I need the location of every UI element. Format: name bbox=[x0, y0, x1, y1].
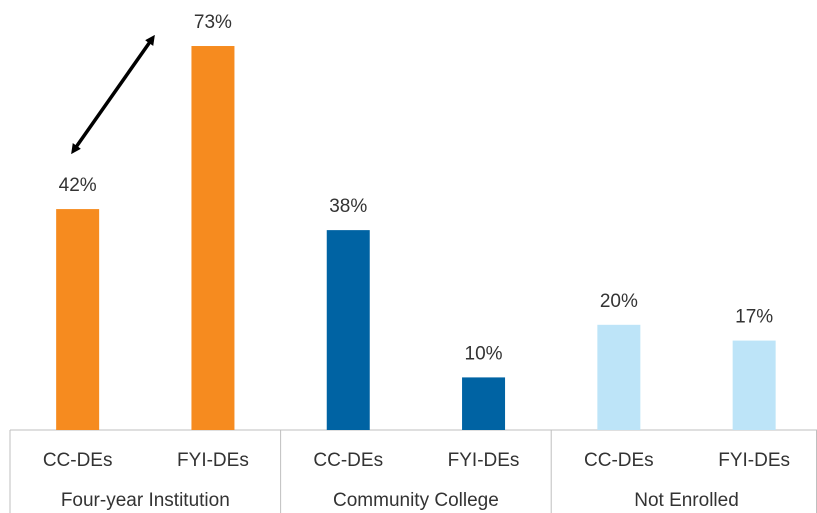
x-tick-label: FYI-DEs bbox=[718, 450, 790, 471]
data-label: 38% bbox=[329, 196, 367, 217]
group-label: Not Enrolled bbox=[634, 490, 739, 511]
bar bbox=[56, 209, 100, 430]
group-label: Four-year Institution bbox=[61, 490, 230, 511]
x-tick-label: CC-DEs bbox=[584, 450, 654, 471]
x-tick-label: FYI-DEs bbox=[448, 450, 520, 471]
bar bbox=[462, 377, 506, 430]
bar bbox=[191, 46, 235, 431]
bar bbox=[597, 324, 641, 430]
data-label: 20% bbox=[600, 291, 638, 312]
data-label: 10% bbox=[465, 343, 503, 364]
data-label: 42% bbox=[59, 175, 97, 196]
group-label: Community College bbox=[333, 490, 499, 511]
bar bbox=[326, 230, 370, 430]
bar bbox=[732, 340, 776, 430]
x-tick-label: FYI-DEs bbox=[177, 450, 249, 471]
x-tick-label: CC-DEs bbox=[313, 450, 383, 471]
comparison-arrow bbox=[71, 34, 155, 155]
x-tick-label: CC-DEs bbox=[43, 450, 113, 471]
data-label: 17% bbox=[735, 307, 773, 328]
data-label: 73% bbox=[194, 12, 232, 33]
